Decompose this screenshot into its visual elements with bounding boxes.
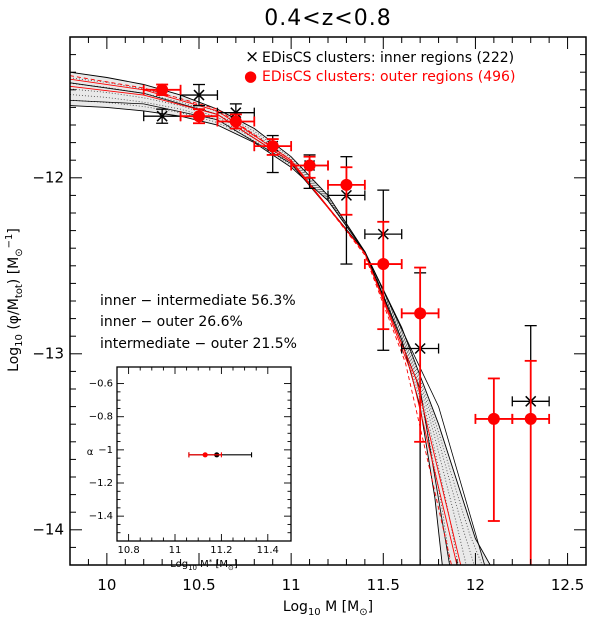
y-axis-label: Log10 (φ/Mtot) [M⊙−1] — [4, 228, 25, 372]
annotation-line: intermediate − outer 21.5% — [100, 336, 297, 352]
inset-plot: 10.8 11 11.2 11.4 −0.6 −0.8 −1 −1.2 −1.4… — [87, 366, 292, 572]
chart-title: 0.4<z<0.8 — [264, 6, 391, 31]
x-tick-labels: 10 10.5 11 11.5 12 12.5 — [97, 576, 584, 594]
circle-marker — [229, 115, 242, 128]
inner-data-point — [179, 83, 219, 107]
legend: × EDisCS clusters: inner regions (222) ●… — [244, 47, 515, 85]
circle-marker — [414, 307, 427, 320]
inset-x-tick-labels: 10.8 11 11.2 11.4 — [117, 545, 278, 556]
x-tick-label: 11.5 — [367, 576, 400, 594]
axis-ticks — [70, 37, 586, 565]
legend-marker-outer: ● — [244, 67, 257, 85]
inset-y-tick-labels: −0.6 −0.8 −1 −1.2 −1.4 — [89, 379, 113, 523]
inset-points — [188, 452, 253, 458]
circle-marker — [487, 412, 500, 425]
outer-data-point — [363, 220, 403, 331]
circle-marker — [266, 140, 279, 153]
inset-y-tick-label: −0.6 — [89, 379, 113, 390]
annotation-line: inner − outer 26.6% — [100, 314, 243, 330]
inset-y-tick-label: −1 — [98, 445, 113, 456]
outer-data-point — [253, 138, 293, 156]
inset-ticks — [117, 367, 291, 541]
inset-x-tick-label: 10.8 — [117, 545, 139, 556]
inset-x-axis-label: Log10 M* [M⊙] — [170, 558, 238, 572]
fit-band-hatch — [70, 77, 451, 565]
circle-marker — [156, 83, 169, 96]
x-tick-label: 10 — [97, 576, 116, 594]
circle-marker — [340, 178, 353, 191]
data-points — [142, 83, 551, 565]
circle-marker — [303, 159, 316, 172]
circle-marker — [377, 258, 390, 271]
outer-data-point — [327, 166, 366, 216]
inset-marker — [202, 452, 208, 458]
outer-data-point — [216, 113, 256, 130]
y-tick-labels: −12 −13 −14 — [32, 168, 64, 538]
outer-data-point — [290, 155, 329, 179]
circle-marker — [193, 110, 205, 123]
outer-data-point — [511, 359, 551, 565]
inset-outer-point — [188, 452, 222, 458]
x-tick-label: 11 — [282, 576, 301, 594]
inset-x-tick-label: 11 — [169, 545, 182, 556]
annotation-line: inner − intermediate 56.3% — [100, 293, 296, 309]
fit-line-outer — [70, 75, 452, 565]
y-tick-label: −12 — [32, 168, 64, 186]
inset-x-tick-label: 11.4 — [257, 545, 279, 556]
cross-marker — [230, 107, 242, 119]
cross-marker — [193, 89, 205, 101]
outer-data-point — [474, 377, 514, 522]
outer-data-point — [142, 83, 182, 96]
inset-x-tick-label: 11.2 — [210, 545, 232, 556]
inset-y-tick-label: −1.4 — [89, 511, 113, 522]
outer-data-point — [400, 266, 440, 443]
correlation-annotations: inner − intermediate 56.3% inner − outer… — [100, 293, 297, 352]
y-tick-label: −14 — [32, 520, 64, 538]
legend-label-outer: EDisCS clusters: outer regions (496) — [262, 69, 515, 85]
x-tick-label: 12 — [466, 576, 485, 594]
legend-marker-inner: × — [245, 47, 259, 67]
fit-uncertainty-band — [70, 72, 491, 565]
cross-marker — [156, 110, 168, 122]
circle-marker — [524, 412, 537, 425]
inset-y-tick-label: −0.8 — [89, 412, 113, 423]
x-tick-label: 10.5 — [182, 576, 215, 594]
inset-y-axis-label: α — [87, 447, 94, 458]
legend-label-inner: EDisCS clusters: inner regions (222) — [262, 50, 514, 66]
inset-y-tick-label: −1.2 — [89, 478, 113, 489]
x-axis-label: Log10 M [M⊙] — [283, 599, 373, 617]
x-tick-label: 12.5 — [551, 576, 584, 594]
y-tick-label: −13 — [32, 344, 64, 362]
